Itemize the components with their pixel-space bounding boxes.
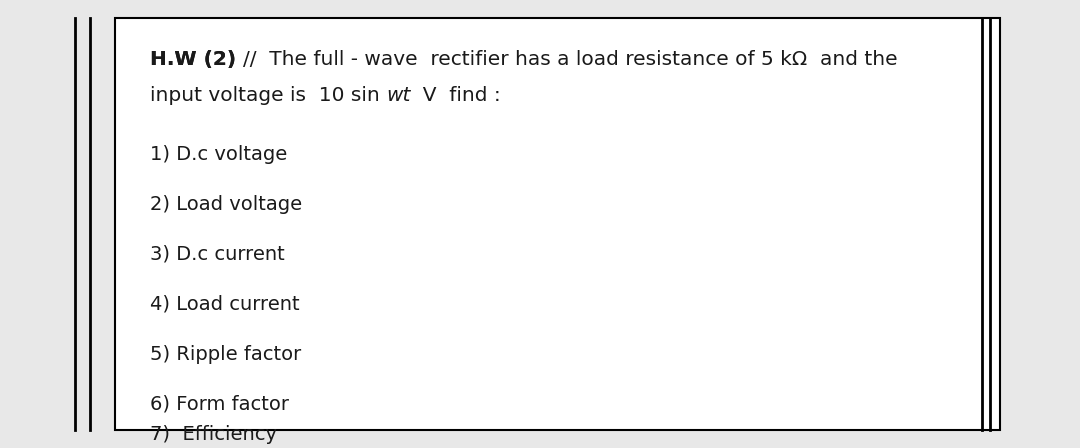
Text: input voltage is  10 sin: input voltage is 10 sin <box>150 86 387 105</box>
Text: 1) D.c voltage: 1) D.c voltage <box>150 145 287 164</box>
Text: //  The full - wave  rectifier has a load resistance of 5 kΩ  and the: // The full - wave rectifier has a load … <box>243 50 897 69</box>
Text: V  find :: V find : <box>410 86 501 105</box>
Bar <box>114 18 1000 430</box>
Text: H.W (2): H.W (2) <box>150 50 243 69</box>
Text: 5) Ripple factor: 5) Ripple factor <box>150 345 301 364</box>
Text: wt: wt <box>387 86 410 105</box>
Text: 7)  Efficiency: 7) Efficiency <box>150 425 276 444</box>
Text: 6) Form factor: 6) Form factor <box>150 395 289 414</box>
Text: H.W (2): H.W (2) <box>150 50 243 69</box>
Text: 2) Load voltage: 2) Load voltage <box>150 195 302 214</box>
Text: 3) D.c current: 3) D.c current <box>150 245 285 264</box>
Text: 4) Load current: 4) Load current <box>150 295 299 314</box>
